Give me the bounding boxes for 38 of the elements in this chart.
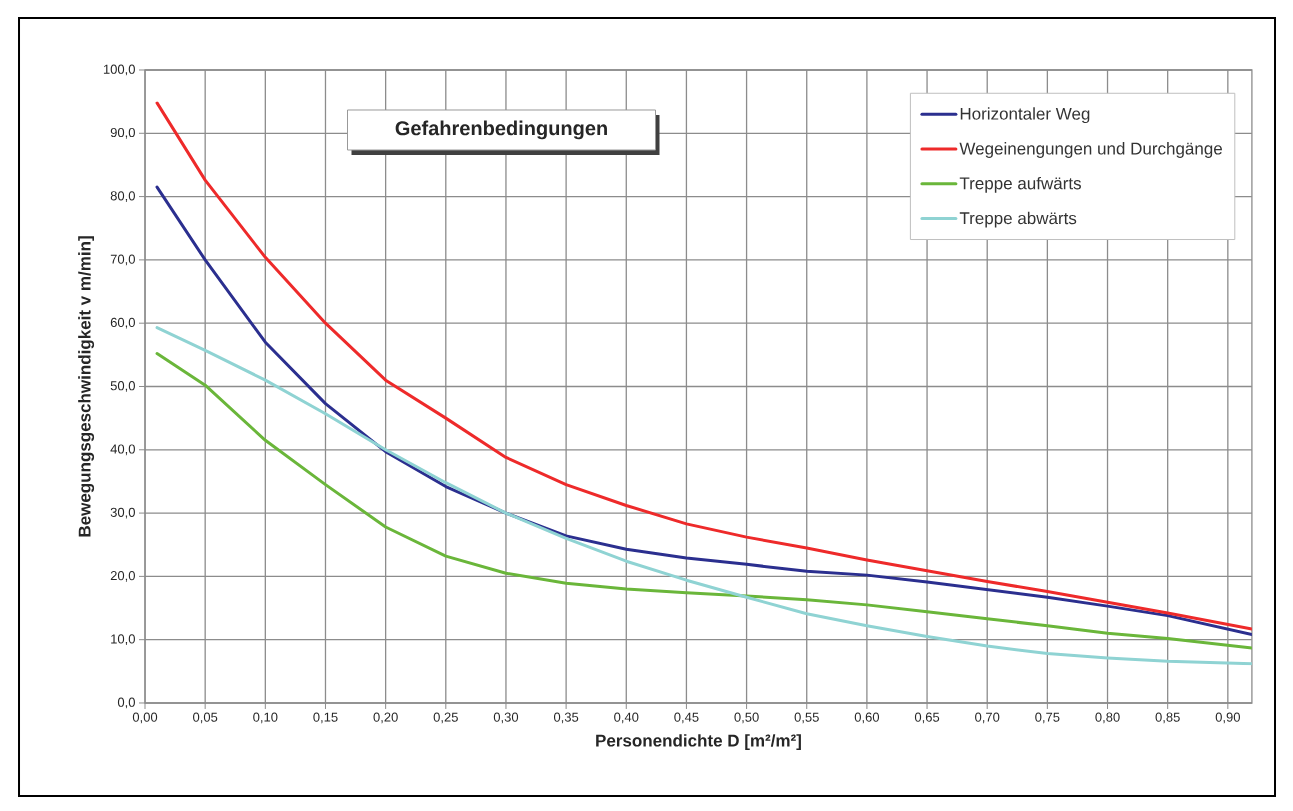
y-tick-label: 20,0	[110, 571, 135, 582]
y-tick-label: 100,0	[103, 64, 135, 76]
y-tick-label: 80,0	[110, 191, 135, 202]
legend-label: Treppe aufwärts	[959, 176, 1081, 193]
x-tick-label: 0,45	[674, 712, 699, 724]
x-tick-label: 0,65	[914, 712, 940, 724]
x-tick-label: 0,55	[794, 712, 819, 724]
x-tick-label: 0,75	[1035, 712, 1060, 724]
y-tick-label: 70,0	[110, 254, 135, 266]
x-tick-label: 0,40	[614, 712, 639, 724]
x-axis-title: Personendichte D [m²/m²]	[596, 734, 801, 750]
y-tick-label: 50,0	[110, 381, 135, 392]
x-tick-label: 0,15	[313, 712, 338, 724]
legend-label: Horizontaler Weg	[960, 107, 1090, 124]
x-tick-label: 0,85	[1155, 712, 1180, 724]
x-tick-label: 0,10	[253, 712, 278, 724]
legend-label: Treppe abwärts	[959, 211, 1077, 228]
x-tick-label: 0,50	[734, 712, 759, 724]
x-tick-label: 0,00	[132, 712, 158, 724]
x-tick-label: 0,05	[193, 712, 218, 724]
y-tick-label: 40,0	[110, 444, 135, 456]
x-tick-label: 0,35	[553, 712, 579, 724]
text: Gefahrenbedingungen	[395, 120, 607, 140]
x-tick-label: 0,70	[975, 712, 1000, 724]
x-tick-label: 0,90	[1215, 712, 1240, 724]
y-tick-label: 10,0	[111, 634, 135, 646]
y-tick-label: 60,0	[110, 317, 135, 329]
x-tick-label: 0,25	[433, 712, 458, 724]
x-tick-label: 0,60	[854, 712, 880, 724]
legend-label: Wegeinengungen und Durchgänge	[959, 142, 1222, 158]
x-tick-label: 0,30	[493, 712, 519, 724]
x-tick-label: 0,20	[373, 712, 398, 724]
y-axis-title: Bewegungsgeschwindigkeit v m/min]	[78, 236, 95, 537]
y-tick-label: 90,0	[110, 127, 135, 139]
y-tick-label: 0,0	[117, 697, 135, 709]
line-series	[155, 101, 1252, 631]
x-tick-label: 0,80	[1095, 712, 1120, 724]
y-tick-label: 30,0	[110, 507, 135, 519]
